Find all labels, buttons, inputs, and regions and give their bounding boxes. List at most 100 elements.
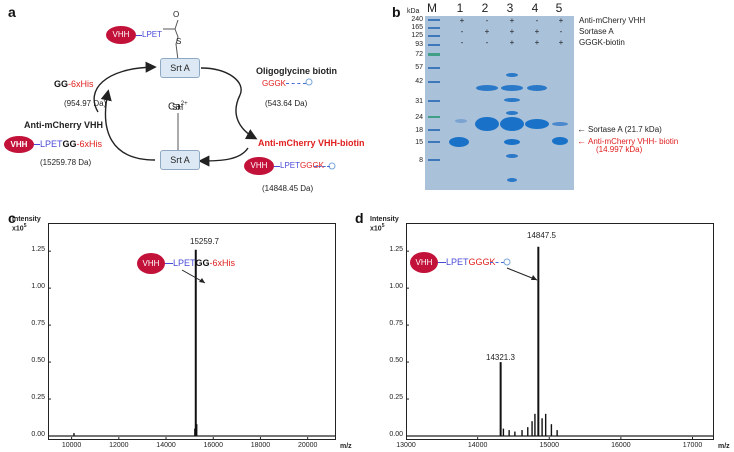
d-peak-label-1: 14847.5 [527,231,556,240]
c-xlabel: m/z [340,443,352,450]
y-tick-label: 1.00 [389,283,403,291]
product-title: Anti-mCherry VHH-biotin [258,138,365,148]
mw-165: 165 [411,24,423,31]
x-tick-label: 17000 [682,442,703,449]
mark-r3-l1: - [460,38,464,47]
panel-a-arrows [93,19,336,170]
y-tick-label: 1.25 [389,246,403,254]
x-tick-label: 16000 [611,442,631,449]
vhh-linker-left [34,144,40,145]
x-tick-label: 14000 [156,442,176,449]
c-inset-linker [165,263,173,264]
x-tick-label: 14000 [467,442,488,449]
mw-240: 240 [411,16,423,23]
anti-vhh-mass: (15259.78 Da) [40,158,92,167]
mw-125: 125 [411,32,423,39]
oligoglycine-title: Oligoglycine biotin [256,66,337,76]
sortase-annotation: Sortase A (21.7 kDa) [588,125,662,134]
carbonyl-o: O [173,10,180,19]
mark-r2-l4: + [534,27,540,36]
d-inset-arrow [506,267,538,281]
mw-18: 18 [415,127,423,134]
c-peak-label: 15259.7 [190,237,219,246]
mark-r3-l2: - [485,38,489,47]
sh-label: SH [172,103,184,112]
d-inset-vhh: VHH [410,252,438,273]
d-inset-biotin [503,258,511,266]
vhh-biotin-arrow: ← [577,136,586,146]
sortase-arrow: ← [577,124,586,134]
product-mass: (14848.45 Da) [262,184,314,193]
mw-24: 24 [415,114,423,121]
lane-4: 4 [531,1,539,15]
gel-bands [428,19,568,182]
x-tick-label: 16000 [203,442,223,449]
panel-d-label: d [355,210,364,226]
y-tick-label: 0.75 [31,320,45,328]
lpet-top: LPET [142,30,163,39]
plot-frame [48,223,336,440]
y-tick-label: 0.75 [389,320,403,328]
mark-r2-l5: - [559,27,563,36]
mark-r1-l4: - [535,16,539,25]
panel-b-label: b [392,4,401,20]
y-tick-label: 0.25 [389,394,403,402]
row-gggk-biotin: GGGK-biotin [579,38,625,47]
vhh-top: VHH [106,26,136,44]
mark-r2-l2: + [484,27,490,36]
y-tick-label: 1.00 [31,283,45,291]
mark-r3-l3: + [509,38,515,47]
mw-31: 31 [415,98,423,105]
d-inset-biotin-linker [490,262,504,263]
srta-bottom: Srt A [160,150,200,170]
lane-5: 5 [555,1,563,15]
marker-label: M [427,1,437,15]
mark-r1-l5: + [558,16,564,25]
vhh-linker-top [136,35,142,36]
gg-6xhis-label: GG-6xHis [54,79,94,89]
x-tick-label: 10000 [61,442,82,449]
row-sortase-a: Sortase A [579,27,614,36]
x-tick-label: 20000 [297,442,318,449]
anti-vhh-title: Anti-mCherry VHH [24,120,104,130]
mark-r2-l3: + [509,27,515,36]
vhh-biotin-annotation-1: Anti-mCherry VHH- biotin [588,137,679,146]
gel-image [425,16,574,190]
panel-a-label: a [8,4,16,20]
x-tick-label: 13000 [396,442,416,449]
vhh-biotin-annotation-2: (14.997 kDa) [596,145,643,154]
x-tick-label: 15000 [539,442,559,449]
gg-6xhis-mass: (954.97 Da) [64,99,107,108]
chart-c [48,223,336,440]
chart-d [406,223,714,440]
plot-frame [406,223,714,440]
lane-2: 2 [481,1,489,15]
mark-r1-l3: + [509,16,515,25]
y-tick-label: 0.50 [31,357,45,365]
mark-r1-l1: + [459,16,465,25]
y-tick-label: 0.25 [31,394,45,402]
y-tick-label: 1.25 [31,246,45,254]
d-peak-label-2: 14321.3 [486,353,515,362]
mw-42: 42 [415,78,423,85]
x-tick-label: 18000 [250,442,271,449]
y-tick-label: 0.00 [389,431,403,438]
sulfur-s: S [176,37,182,46]
anti-vhh-sequence: LPETGG-6xHis [40,139,103,149]
mw-72: 72 [415,51,423,58]
srta-top: Srt A [160,58,200,78]
oligoglycine-mass: (543.64 Da) [265,99,308,108]
lane-3: 3 [506,1,514,15]
y-tick-label: 0.50 [389,357,403,365]
d-inset-linker [438,262,446,263]
c-inset-seq: LPETGG-6xHis [173,258,236,268]
mark-r1-l2: - [485,16,489,25]
mark-r2-l1: - [460,27,464,36]
panel-c-label: c [8,210,16,226]
y-tick-label: 0.00 [31,431,45,438]
biotin-linker-product [314,166,330,167]
vhh-linker-product [274,166,280,167]
vhh-product: VHH [244,157,274,175]
d-xlabel: m/z [718,443,730,450]
x-tick-label: 12000 [109,442,129,449]
